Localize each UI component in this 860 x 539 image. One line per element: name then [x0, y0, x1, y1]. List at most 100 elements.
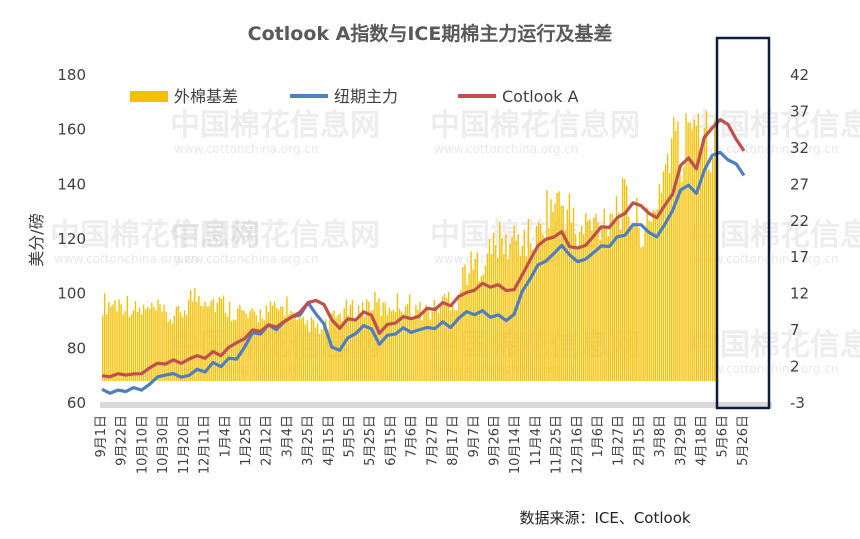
basis-bar: [429, 319, 431, 382]
basis-bar: [589, 219, 591, 382]
source-note: 数据来源：ICE、Cotlook: [519, 509, 690, 527]
watermark-url: www.cottonchina.org.cn: [174, 252, 318, 266]
y-tick-left: 160: [57, 121, 86, 139]
legend-item-ice: 纽期主力: [290, 87, 398, 106]
legend-item-basis: 外棉基差: [130, 87, 238, 106]
x-tick-label: 11月25日: [550, 415, 565, 474]
basis-bar: [714, 120, 716, 382]
basis-bar: [712, 157, 714, 382]
basis-bar: [124, 311, 126, 382]
price-lines: [101, 117, 746, 395]
basis-bar: [415, 305, 417, 382]
basis-bar: [527, 219, 530, 382]
basis-bar: [396, 293, 399, 382]
basis-bar: [697, 113, 699, 382]
basis-bar: [554, 203, 556, 382]
basis-bar: [296, 320, 298, 382]
basis-bar: [325, 319, 327, 382]
x-tick-label: 1月6日: [591, 415, 606, 458]
x-tick-label: 2月15日: [633, 415, 648, 466]
basis-bar: [583, 234, 585, 382]
basis-bar: [701, 137, 704, 382]
x-tick-label: 3月29日: [674, 415, 689, 466]
basis-bar: [480, 276, 483, 382]
x-tick-label: 10月14日: [508, 415, 523, 474]
basis-bar: [304, 324, 306, 382]
basis-bar: [619, 229, 622, 382]
watermark-url: www.cottonchina.org.cn: [694, 142, 838, 156]
basis-bar: [687, 122, 689, 382]
watermark-url: www.cottonchina.org.cn: [434, 142, 578, 156]
basis-bar: [454, 310, 456, 382]
basis-bar: [114, 300, 116, 382]
basis-bar: [265, 305, 268, 382]
watermark-brand: 中国棉花信息网: [690, 108, 860, 143]
basis-bar: [413, 317, 415, 382]
basis-bar: [175, 306, 178, 382]
legend-swatch: [130, 91, 168, 102]
basis-bar: [636, 197, 638, 382]
basis-bar: [548, 228, 550, 382]
basis-bar: [581, 225, 583, 382]
basis-bar: [177, 306, 180, 382]
y-tick-left: 180: [57, 66, 86, 84]
basis-bar: [648, 220, 650, 382]
basis-bar: [157, 299, 159, 382]
basis-bar: [134, 301, 137, 382]
basis-bar: [165, 312, 167, 382]
basis-bar: [695, 126, 697, 382]
x-tick-label: 1月27日: [612, 415, 627, 466]
basis-bar: [484, 265, 487, 382]
x-axis-band: [100, 402, 772, 408]
basis-bar: [456, 310, 458, 382]
basis-bar: [364, 316, 366, 382]
basis-bar: [476, 252, 478, 382]
basis-bar: [179, 312, 182, 382]
basis-bar: [630, 228, 632, 382]
basis-bar: [323, 324, 325, 382]
basis-bar: [411, 317, 413, 382]
basis-bar: [511, 237, 513, 382]
basis-bar: [169, 319, 171, 382]
basis-bar: [658, 184, 661, 382]
basis-bar: [447, 292, 450, 382]
y-axis-label-left: 美分/磅: [27, 213, 46, 266]
basis-bar: [623, 179, 626, 382]
basis-bar: [192, 301, 194, 382]
basis-bar: [380, 315, 382, 382]
basis-bar: [145, 309, 147, 382]
basis-bar: [482, 274, 485, 382]
basis-bar: [159, 304, 161, 382]
basis-bar: [601, 225, 603, 382]
watermark-brand: 中国棉花信息网: [170, 108, 380, 143]
basis-bar: [617, 212, 620, 382]
basis-bar: [394, 312, 397, 382]
basis-bar: [212, 299, 214, 382]
y-tick-right: -3: [790, 394, 805, 412]
basis-bar: [656, 209, 659, 382]
basis-bar: [312, 320, 315, 382]
basis-bar: [319, 333, 321, 382]
cotlook-a-line: [101, 117, 746, 379]
basis-bar: [566, 209, 568, 382]
basis-bar: [190, 289, 192, 382]
basis-bar: [347, 315, 349, 382]
x-tick-label: 9月26日: [488, 415, 503, 466]
basis-bar: [308, 332, 311, 382]
basis-bar: [521, 245, 523, 382]
watermark-url: www.cottonchina.org.cn: [174, 142, 318, 156]
basis-bar: [372, 310, 374, 382]
basis-bar: [673, 117, 675, 382]
basis-bar: [492, 232, 495, 382]
basis-bar: [685, 113, 687, 382]
basis-bar: [110, 306, 112, 382]
basis-bar: [302, 316, 304, 382]
x-tick-label: 9月22日: [115, 415, 130, 466]
x-tick-label: 9月1日: [94, 415, 109, 458]
basis-bar: [102, 315, 104, 382]
basis-bar: [628, 216, 630, 382]
basis-bar: [251, 308, 253, 382]
y-tick-left: 100: [57, 285, 86, 303]
basis-bar: [683, 166, 685, 382]
basis-bar: [488, 239, 491, 382]
